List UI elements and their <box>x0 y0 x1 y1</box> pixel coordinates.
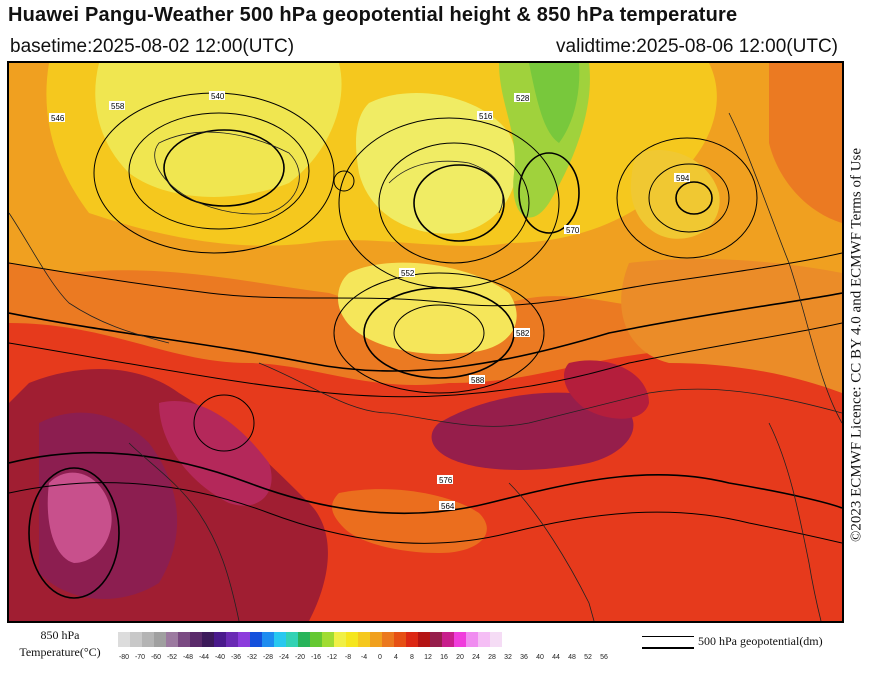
colorbar-swatch <box>298 632 310 647</box>
basetime-label: basetime:2025-08-02 12:00(UTC) <box>10 36 295 57</box>
high-pressure-pale <box>337 262 517 354</box>
colorbar-swatch <box>262 632 274 647</box>
colorbar-tick-label: -24 <box>278 654 290 661</box>
colorbar-swatch <box>190 632 202 647</box>
colorbar-tick-label: -60 <box>150 654 162 661</box>
colorbar-tick-label: 24 <box>472 654 480 661</box>
colorbar-swatch <box>274 632 286 647</box>
colorbar-tick-label: -70 <box>134 654 146 661</box>
temperature-colorbar <box>118 632 502 647</box>
colorbar-swatch <box>226 632 238 647</box>
contour-label: 564 <box>441 502 455 511</box>
colorbar-swatch <box>466 632 478 647</box>
colorbar-swatch <box>286 632 298 647</box>
map-title: Huawei Pangu-Weather 500 hPa geopotentia… <box>8 4 738 26</box>
colorbar-tick-label: -4 <box>360 654 368 661</box>
colorbar-tick-label: -40 <box>214 654 226 661</box>
colorbar-swatch <box>310 632 322 647</box>
colorbar-tick-label: 12 <box>424 654 432 661</box>
colorbar-tick-label: 4 <box>394 654 398 661</box>
contour-label: 552 <box>401 269 415 278</box>
contour-line-sample <box>642 635 694 649</box>
contour-label: 546 <box>51 114 65 123</box>
contour-label: 588 <box>471 376 485 385</box>
colorbar-swatch <box>346 632 358 647</box>
orange-northeast <box>769 63 842 223</box>
colorbar-swatch <box>370 632 382 647</box>
colorbar-tick-label: 32 <box>504 654 512 661</box>
temperature-legend-label: 850 hPa Temperature(°C) <box>19 628 101 659</box>
colorbar-tick-label: -28 <box>262 654 274 661</box>
contour-label: 576 <box>439 476 453 485</box>
colorbar-tick-label: -16 <box>310 654 322 661</box>
yellow-low-east <box>630 149 720 239</box>
colorbar-tick-label: -36 <box>230 654 242 661</box>
colorbar-swatch <box>454 632 466 647</box>
geopotential-legend: 500 hPa geopotential(dm) <box>642 634 823 649</box>
orange-east <box>621 258 842 393</box>
colorbar-swatch <box>238 632 250 647</box>
colorbar-tick-label: 20 <box>456 654 464 661</box>
geopotential-contours <box>9 92 842 599</box>
colorbar-swatch <box>418 632 430 647</box>
colorbar-tick-label: 36 <box>520 654 528 661</box>
colorbar-swatch <box>250 632 262 647</box>
colorbar-tick-label: -12 <box>326 654 338 661</box>
contour-label: 570 <box>566 226 580 235</box>
colorbar-swatch <box>394 632 406 647</box>
contour-label: 528 <box>516 94 530 103</box>
colorbar-swatch <box>430 632 442 647</box>
hot-band-east <box>431 392 634 470</box>
colorbar-tick-label: -52 <box>166 654 178 661</box>
coastlines <box>9 112 842 621</box>
colorbar-tick-label: -44 <box>198 654 210 661</box>
colorbar-swatch <box>478 632 490 647</box>
colorbar-tick-label: -8 <box>344 654 352 661</box>
colorbar-swatch <box>142 632 154 647</box>
colorbar-swatch <box>442 632 454 647</box>
colorbar-tick-label: -80 <box>118 654 130 661</box>
colorbar-swatch <box>334 632 346 647</box>
contour-label: 540 <box>211 92 225 101</box>
colorbar-tick-label: 16 <box>440 654 448 661</box>
colorbar-tick-label: 40 <box>536 654 544 661</box>
contour-label: 516 <box>479 112 493 121</box>
colorbar-swatch <box>214 632 226 647</box>
colorbar-tick-label: -20 <box>294 654 306 661</box>
contour-label: 582 <box>516 329 530 338</box>
weather-map[interactable]: 588 576 564 552 540 528 516 570 582 594 … <box>7 61 844 623</box>
validtime-label: validtime:2025-08-06 12:00(UTC) <box>556 36 838 57</box>
colorbar-tick-label: 48 <box>568 654 576 661</box>
colorbar-swatch <box>202 632 214 647</box>
colorbar-swatch <box>118 632 130 647</box>
colorbar-tick-label: 44 <box>552 654 560 661</box>
colorbar-swatch <box>358 632 370 647</box>
colorbar-tick-label: 28 <box>488 654 496 661</box>
colorbar-swatch <box>490 632 502 647</box>
colorbar-tick-label: -32 <box>246 654 258 661</box>
license-credit: ©2023 ECMWF Licence: CC BY 4.0 and ECMWF… <box>848 147 865 543</box>
colorbar-tick-label: 8 <box>410 654 414 661</box>
extreme-heat-core <box>47 472 112 563</box>
colorbar-swatch <box>406 632 418 647</box>
colorbar-swatch <box>154 632 166 647</box>
hot-core-central <box>159 401 272 506</box>
colorbar-swatch <box>166 632 178 647</box>
colorbar-swatch <box>130 632 142 647</box>
colorbar-swatch <box>322 632 334 647</box>
contour-label: 558 <box>111 102 125 111</box>
colorbar-swatch <box>382 632 394 647</box>
colorbar-tick-label: 52 <box>584 654 592 661</box>
contour-label: 594 <box>676 174 690 183</box>
colorbar-tick-label: -48 <box>182 654 194 661</box>
cold-pool-core <box>529 63 580 143</box>
colorbar-tick-label: 56 <box>600 654 608 661</box>
contour-labels: 588 576 564 552 540 528 516 570 582 594 … <box>49 91 690 511</box>
colorbar-tick-label: 0 <box>378 654 382 661</box>
colorbar-swatch <box>178 632 190 647</box>
weather-map-svg: 588 576 564 552 540 528 516 570 582 594 … <box>9 63 842 621</box>
